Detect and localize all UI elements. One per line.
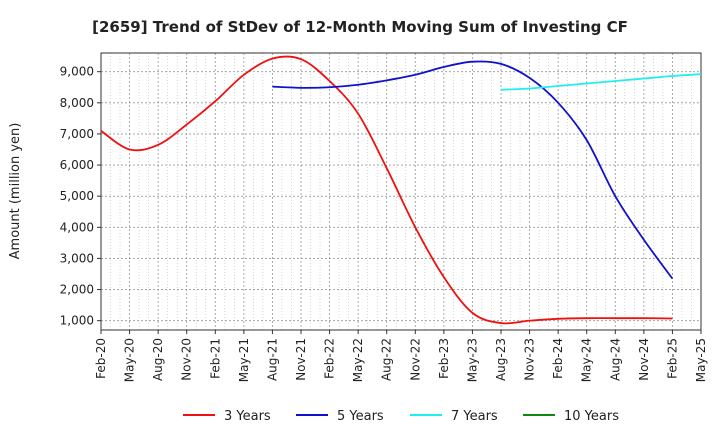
y-tick-label: 9,000 <box>60 65 94 79</box>
x-tick-label: May-23 <box>465 338 479 382</box>
x-tick-label: Aug-23 <box>494 338 508 381</box>
x-tick-label: Aug-22 <box>380 338 394 381</box>
y-tick-label: 3,000 <box>60 251 94 265</box>
x-tick-label: Aug-20 <box>151 338 165 381</box>
x-tick-label: Nov-22 <box>408 338 422 381</box>
x-tick-label: Feb-22 <box>323 338 337 379</box>
x-tick-label: May-25 <box>694 338 708 382</box>
legend-label: 7 Years <box>451 409 498 424</box>
x-tick-label: Feb-23 <box>437 338 451 379</box>
x-tick-label: Nov-20 <box>180 338 194 381</box>
x-tick-label: Aug-24 <box>608 338 622 381</box>
grid <box>100 53 702 330</box>
series-line-5-years <box>272 60 674 280</box>
x-tick-label: May-20 <box>123 338 137 382</box>
x-tick-label: Aug-21 <box>265 338 279 381</box>
y-tick-label: 5,000 <box>60 189 94 203</box>
x-tick-label: Feb-24 <box>551 338 565 379</box>
y-axis-label: Amount (million yen) <box>8 123 23 260</box>
x-tick-label: May-24 <box>580 338 594 382</box>
x-axis: Feb-20 May-20 Aug-20 Nov-20 Feb-21 May-21 Aug-… <box>94 330 708 382</box>
x-tick-label: May-22 <box>351 338 365 382</box>
plot-frame <box>100 52 702 331</box>
x-tick-label: Nov-24 <box>637 338 651 381</box>
chart-title: [2659] Trend of StDev of 12-Month Moving… <box>92 18 628 36</box>
x-tick-label: Nov-21 <box>294 338 308 381</box>
y-tick-label: 1,000 <box>60 314 94 328</box>
y-tick-label: 4,000 <box>60 220 94 234</box>
x-tick-label: Feb-20 <box>94 338 108 379</box>
legend-label: 3 Years <box>224 409 271 424</box>
y-axis: 1,000 2,000 3,000 4,000 5,000 6,000 7,000 8,000… <box>60 65 101 328</box>
y-tick-label: 2,000 <box>60 283 94 297</box>
series-line-3-years <box>100 55 673 325</box>
legend-label: 5 Years <box>337 409 384 424</box>
x-tick-label: Nov-23 <box>523 338 537 381</box>
y-tick-label: 7,000 <box>60 127 94 141</box>
y-tick-label: 6,000 <box>60 158 94 172</box>
series-line-7-years <box>500 73 702 91</box>
x-tick-label: Feb-21 <box>208 338 222 379</box>
series-lines <box>100 55 702 325</box>
y-tick-label: 8,000 <box>60 96 94 110</box>
x-tick-label: May-21 <box>237 338 251 382</box>
legend: 3 Years 5 Years 7 Years 10 Years <box>183 409 619 424</box>
legend-label: 10 Years <box>564 409 619 424</box>
x-tick-label: Feb-25 <box>665 338 679 379</box>
plot-area <box>101 53 701 330</box>
